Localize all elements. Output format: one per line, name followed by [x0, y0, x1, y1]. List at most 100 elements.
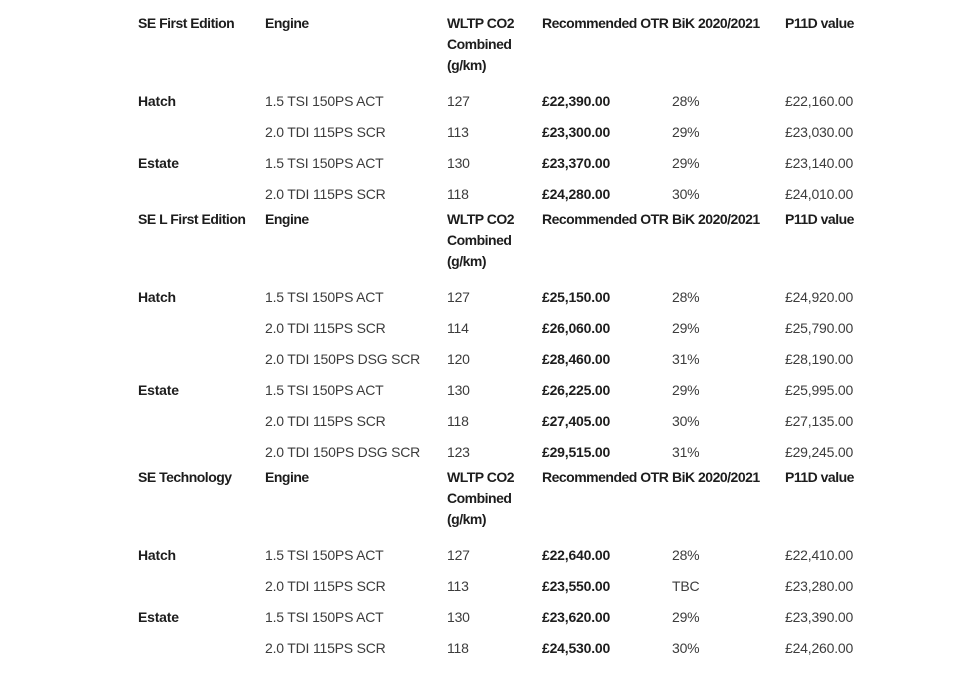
cell-co2: 123	[447, 443, 470, 460]
cell-bik-rate: 28%	[672, 288, 700, 305]
cell-otr-price: £27,405.00	[542, 412, 611, 429]
cell-p11d-value: £25,790.00	[785, 319, 854, 336]
table-row: 2.0 TDI 115PS SCR 118 £24,280.00 30% £24,010…	[138, 178, 878, 209]
cell-co2: 113	[447, 123, 469, 140]
trim-section: SE First Edition Engine WLTP CO2 Combined …	[138, 13, 878, 209]
cell-engine: 2.0 TDI 115PS SCR	[265, 319, 386, 336]
cell-co2: 127	[447, 546, 470, 563]
cell-bik-rate: 29%	[672, 381, 700, 398]
cell-engine: 2.0 TDI 150PS DSG SCR	[265, 443, 421, 460]
column-header-p11d: P11D value	[785, 15, 854, 31]
cell-bik-rate: 29%	[672, 154, 700, 171]
cell-otr-price: £23,620.00	[542, 608, 611, 625]
cell-co2: 118	[447, 185, 469, 202]
cell-co2: 120	[447, 350, 470, 367]
cell-co2: 127	[447, 288, 470, 305]
cell-p11d-value: £23,030.00	[785, 123, 854, 140]
cell-otr-price: £24,530.00	[542, 639, 611, 656]
table-row: Hatch 1.5 TSI 150PS ACT 127 £25,150.00 28% £2…	[138, 281, 878, 312]
table-header-row: SE Technology Engine WLTP CO2 Combined (g/…	[138, 467, 878, 539]
cell-p11d-value: £22,410.00	[785, 546, 854, 563]
table-row: Estate 1.5 TSI 150PS ACT 130 £26,225.00 29% £…	[138, 374, 878, 405]
table-row: 2.0 TDI 150PS DSG SCR 120 £28,460.00 31% £28…	[138, 343, 878, 374]
cell-engine: 2.0 TDI 115PS SCR	[265, 185, 386, 202]
table-row: Hatch 1.5 TSI 150PS ACT 127 £22,640.00 28% £2…	[138, 539, 878, 570]
cell-otr-price: £23,300.00	[542, 123, 611, 140]
cell-co2: 130	[447, 154, 470, 171]
cell-p11d-value: £29,245.00	[785, 443, 854, 460]
cell-bik-rate: 30%	[672, 412, 700, 429]
table-row: Hatch 1.5 TSI 150PS ACT 127 £22,390.00 28% £2…	[138, 85, 878, 116]
cell-p11d-value: £24,920.00	[785, 288, 854, 305]
trim-section: SE Technology Engine WLTP CO2 Combined (g/…	[138, 467, 878, 663]
column-header-engine: Engine	[265, 15, 309, 31]
cell-p11d-value: £24,010.00	[785, 185, 854, 202]
column-header-engine: Engine	[265, 211, 309, 227]
cell-bik-rate: TBC	[672, 577, 700, 594]
cell-body-style: Hatch	[138, 546, 176, 563]
cell-otr-price: £22,640.00	[542, 546, 611, 563]
cell-body-style: Estate	[138, 154, 179, 171]
cell-p11d-value: £23,280.00	[785, 577, 854, 594]
cell-bik-rate: 28%	[672, 92, 700, 109]
column-header-otr: Recommended OTR	[542, 211, 669, 227]
cell-body-style: Hatch	[138, 288, 176, 305]
column-header-co2: WLTP CO2 Combined (g/km)	[447, 211, 515, 269]
cell-p11d-value: £23,140.00	[785, 154, 854, 171]
cell-engine: 2.0 TDI 115PS SCR	[265, 412, 386, 429]
cell-otr-price: £24,280.00	[542, 185, 611, 202]
cell-otr-price: £26,060.00	[542, 319, 611, 336]
cell-body-style: Estate	[138, 608, 179, 625]
cell-bik-rate: 29%	[672, 123, 700, 140]
cell-p11d-value: £23,390.00	[785, 608, 854, 625]
column-header-engine: Engine	[265, 469, 309, 485]
column-header-otr: Recommended OTR	[542, 469, 669, 485]
column-header-co2: WLTP CO2 Combined (g/km)	[447, 15, 515, 73]
column-header-p11d: P11D value	[785, 469, 854, 485]
cell-body-style: Hatch	[138, 92, 176, 109]
column-header-bik: BiK 2020/2021	[672, 15, 760, 31]
cell-bik-rate: 29%	[672, 608, 700, 625]
column-header-bik: BiK 2020/2021	[672, 211, 760, 227]
column-header-trim-level: SE First Edition	[138, 15, 235, 31]
column-header-co2: WLTP CO2 Combined (g/km)	[447, 469, 515, 527]
cell-engine: 1.5 TSI 150PS ACT	[265, 381, 384, 398]
cell-p11d-value: £28,190.00	[785, 350, 854, 367]
table-row: 2.0 TDI 115PS SCR 113 £23,300.00 29% £23,030…	[138, 116, 878, 147]
column-header-bik: BiK 2020/2021	[672, 469, 760, 485]
column-header-p11d: P11D value	[785, 211, 854, 227]
trim-section: SE L First Edition Engine WLTP CO2 Combine…	[138, 209, 878, 467]
cell-co2: 130	[447, 381, 470, 398]
cell-bik-rate: 29%	[672, 319, 700, 336]
cell-bik-rate: 31%	[672, 443, 700, 460]
cell-engine: 1.5 TSI 150PS ACT	[265, 288, 384, 305]
column-header-otr: Recommended OTR	[542, 15, 669, 31]
cell-engine: 1.5 TSI 150PS ACT	[265, 92, 384, 109]
table-row: Estate 1.5 TSI 150PS ACT 130 £23,620.00 29% £…	[138, 601, 878, 632]
pricing-table: SE First Edition Engine WLTP CO2 Combined …	[138, 13, 878, 663]
cell-otr-price: £29,515.00	[542, 443, 611, 460]
cell-otr-price: £25,150.00	[542, 288, 611, 305]
cell-bik-rate: 31%	[672, 350, 700, 367]
table-row: 2.0 TDI 115PS SCR 114 £26,060.00 29% £25,790…	[138, 312, 878, 343]
cell-engine: 1.5 TSI 150PS ACT	[265, 608, 384, 625]
cell-co2: 130	[447, 608, 470, 625]
cell-engine: 1.5 TSI 150PS ACT	[265, 546, 384, 563]
cell-engine: 2.0 TDI 115PS SCR	[265, 577, 386, 594]
table-row: 2.0 TDI 150PS DSG SCR 123 £29,515.00 31% £29…	[138, 436, 878, 467]
cell-co2: 118	[447, 412, 469, 429]
cell-engine: 2.0 TDI 115PS SCR	[265, 639, 386, 656]
cell-engine: 1.5 TSI 150PS ACT	[265, 154, 384, 171]
cell-bik-rate: 30%	[672, 639, 700, 656]
cell-co2: 118	[447, 639, 469, 656]
cell-engine: 2.0 TDI 115PS SCR	[265, 123, 386, 140]
cell-p11d-value: £27,135.00	[785, 412, 854, 429]
cell-bik-rate: 28%	[672, 546, 700, 563]
cell-co2: 113	[447, 577, 469, 594]
column-header-trim-level: SE L First Edition	[138, 211, 246, 227]
table-row: 2.0 TDI 115PS SCR 113 £23,550.00 TBC £23,280…	[138, 570, 878, 601]
cell-co2: 114	[447, 319, 469, 336]
cell-p11d-value: £24,260.00	[785, 639, 854, 656]
cell-otr-price: £22,390.00	[542, 92, 611, 109]
table-header-row: SE First Edition Engine WLTP CO2 Combined …	[138, 13, 878, 85]
